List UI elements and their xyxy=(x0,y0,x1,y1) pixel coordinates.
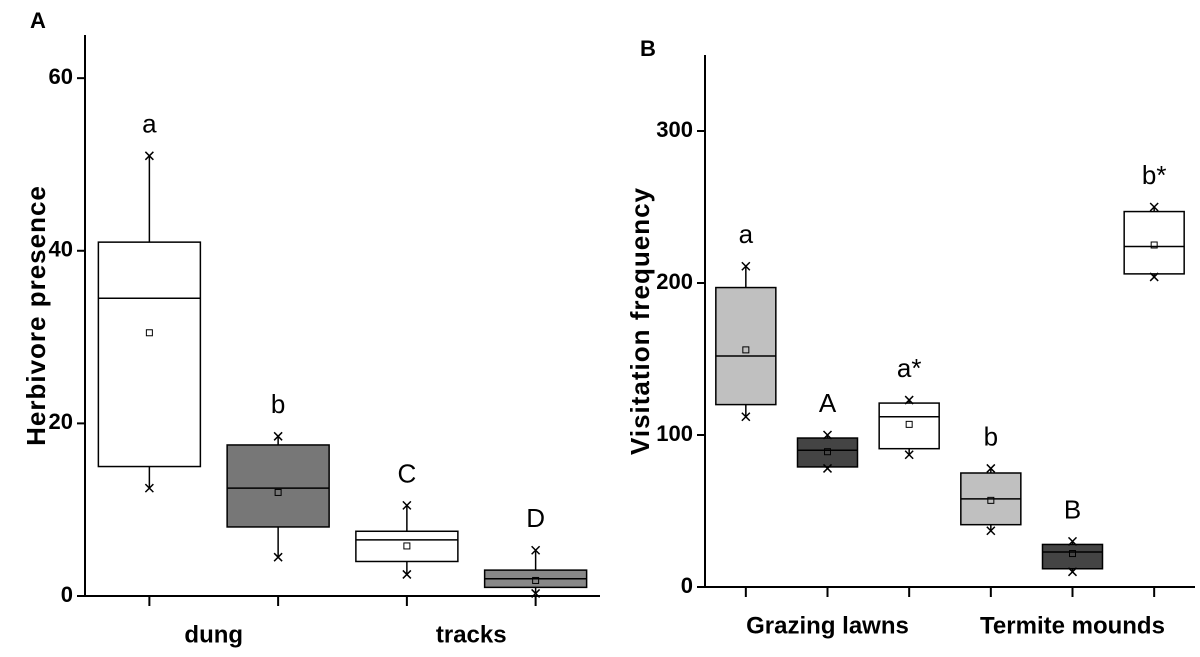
box xyxy=(97,241,202,468)
x-category-label: tracks xyxy=(436,621,507,648)
whisker-cap xyxy=(273,552,283,562)
panel-label: B xyxy=(640,36,656,61)
y-tick-label: 40 xyxy=(49,237,73,262)
x-category-label: Grazing lawns xyxy=(746,612,909,639)
mean-marker xyxy=(824,448,831,456)
whisker-cap xyxy=(741,412,751,422)
mean-marker xyxy=(905,420,913,428)
whisker-cap xyxy=(822,463,833,473)
whisker-cap xyxy=(531,545,541,555)
whisker-cap xyxy=(1149,272,1159,282)
x-category-label: dung xyxy=(184,621,243,648)
y-axis-label: Visitation frequency xyxy=(625,187,655,455)
y-tick-label: 0 xyxy=(681,573,693,598)
box xyxy=(355,530,459,563)
x-category-label: Termite mounds xyxy=(980,612,1165,639)
y-axis-label: Herbivore presence xyxy=(21,185,51,446)
box xyxy=(796,437,859,468)
mean-marker xyxy=(987,496,995,504)
whisker-cap xyxy=(986,463,996,473)
mean-marker xyxy=(403,542,411,550)
significance-letter: B xyxy=(1064,494,1081,524)
y-tick-label: 200 xyxy=(656,269,693,294)
box xyxy=(715,286,777,406)
mean-marker xyxy=(742,346,750,354)
box xyxy=(1123,210,1185,275)
y-tick-label: 300 xyxy=(656,117,693,142)
whisker-cap xyxy=(822,430,833,440)
significance-letter: a xyxy=(739,219,754,249)
y-tick-label: 0 xyxy=(61,582,73,607)
whisker-cap xyxy=(531,588,541,598)
mean-marker xyxy=(145,329,153,337)
whisker-cap xyxy=(904,395,914,405)
y-tick-label: 60 xyxy=(49,64,73,89)
whisker-cap xyxy=(402,569,412,579)
y-tick-label: 100 xyxy=(656,421,693,446)
whisker-cap xyxy=(1067,567,1078,577)
whisker-cap xyxy=(402,500,412,510)
whisker-cap xyxy=(741,261,751,271)
mean-marker xyxy=(1150,241,1158,249)
box xyxy=(878,402,940,450)
panel-label: A xyxy=(30,8,46,33)
significance-letter: C xyxy=(397,458,416,488)
whisker-cap xyxy=(273,431,283,441)
whisker-cap xyxy=(144,483,154,493)
significance-letter: A xyxy=(819,388,837,418)
whisker-cap xyxy=(1067,536,1078,546)
mean-marker xyxy=(1069,550,1076,558)
mean-marker xyxy=(274,488,282,496)
whisker-cap xyxy=(986,526,996,536)
whisker-cap xyxy=(144,151,154,161)
mean-marker xyxy=(532,576,540,584)
significance-letter: D xyxy=(526,503,545,533)
significance-letter: b* xyxy=(1142,160,1167,190)
significance-letter: a xyxy=(142,109,157,139)
y-tick-label: 20 xyxy=(49,409,73,434)
significance-letter: b xyxy=(271,389,285,419)
significance-letter: b xyxy=(984,421,998,451)
whisker-cap xyxy=(1149,202,1159,212)
significance-letter: a* xyxy=(897,353,922,383)
box xyxy=(226,444,330,528)
whisker-cap xyxy=(904,450,914,460)
